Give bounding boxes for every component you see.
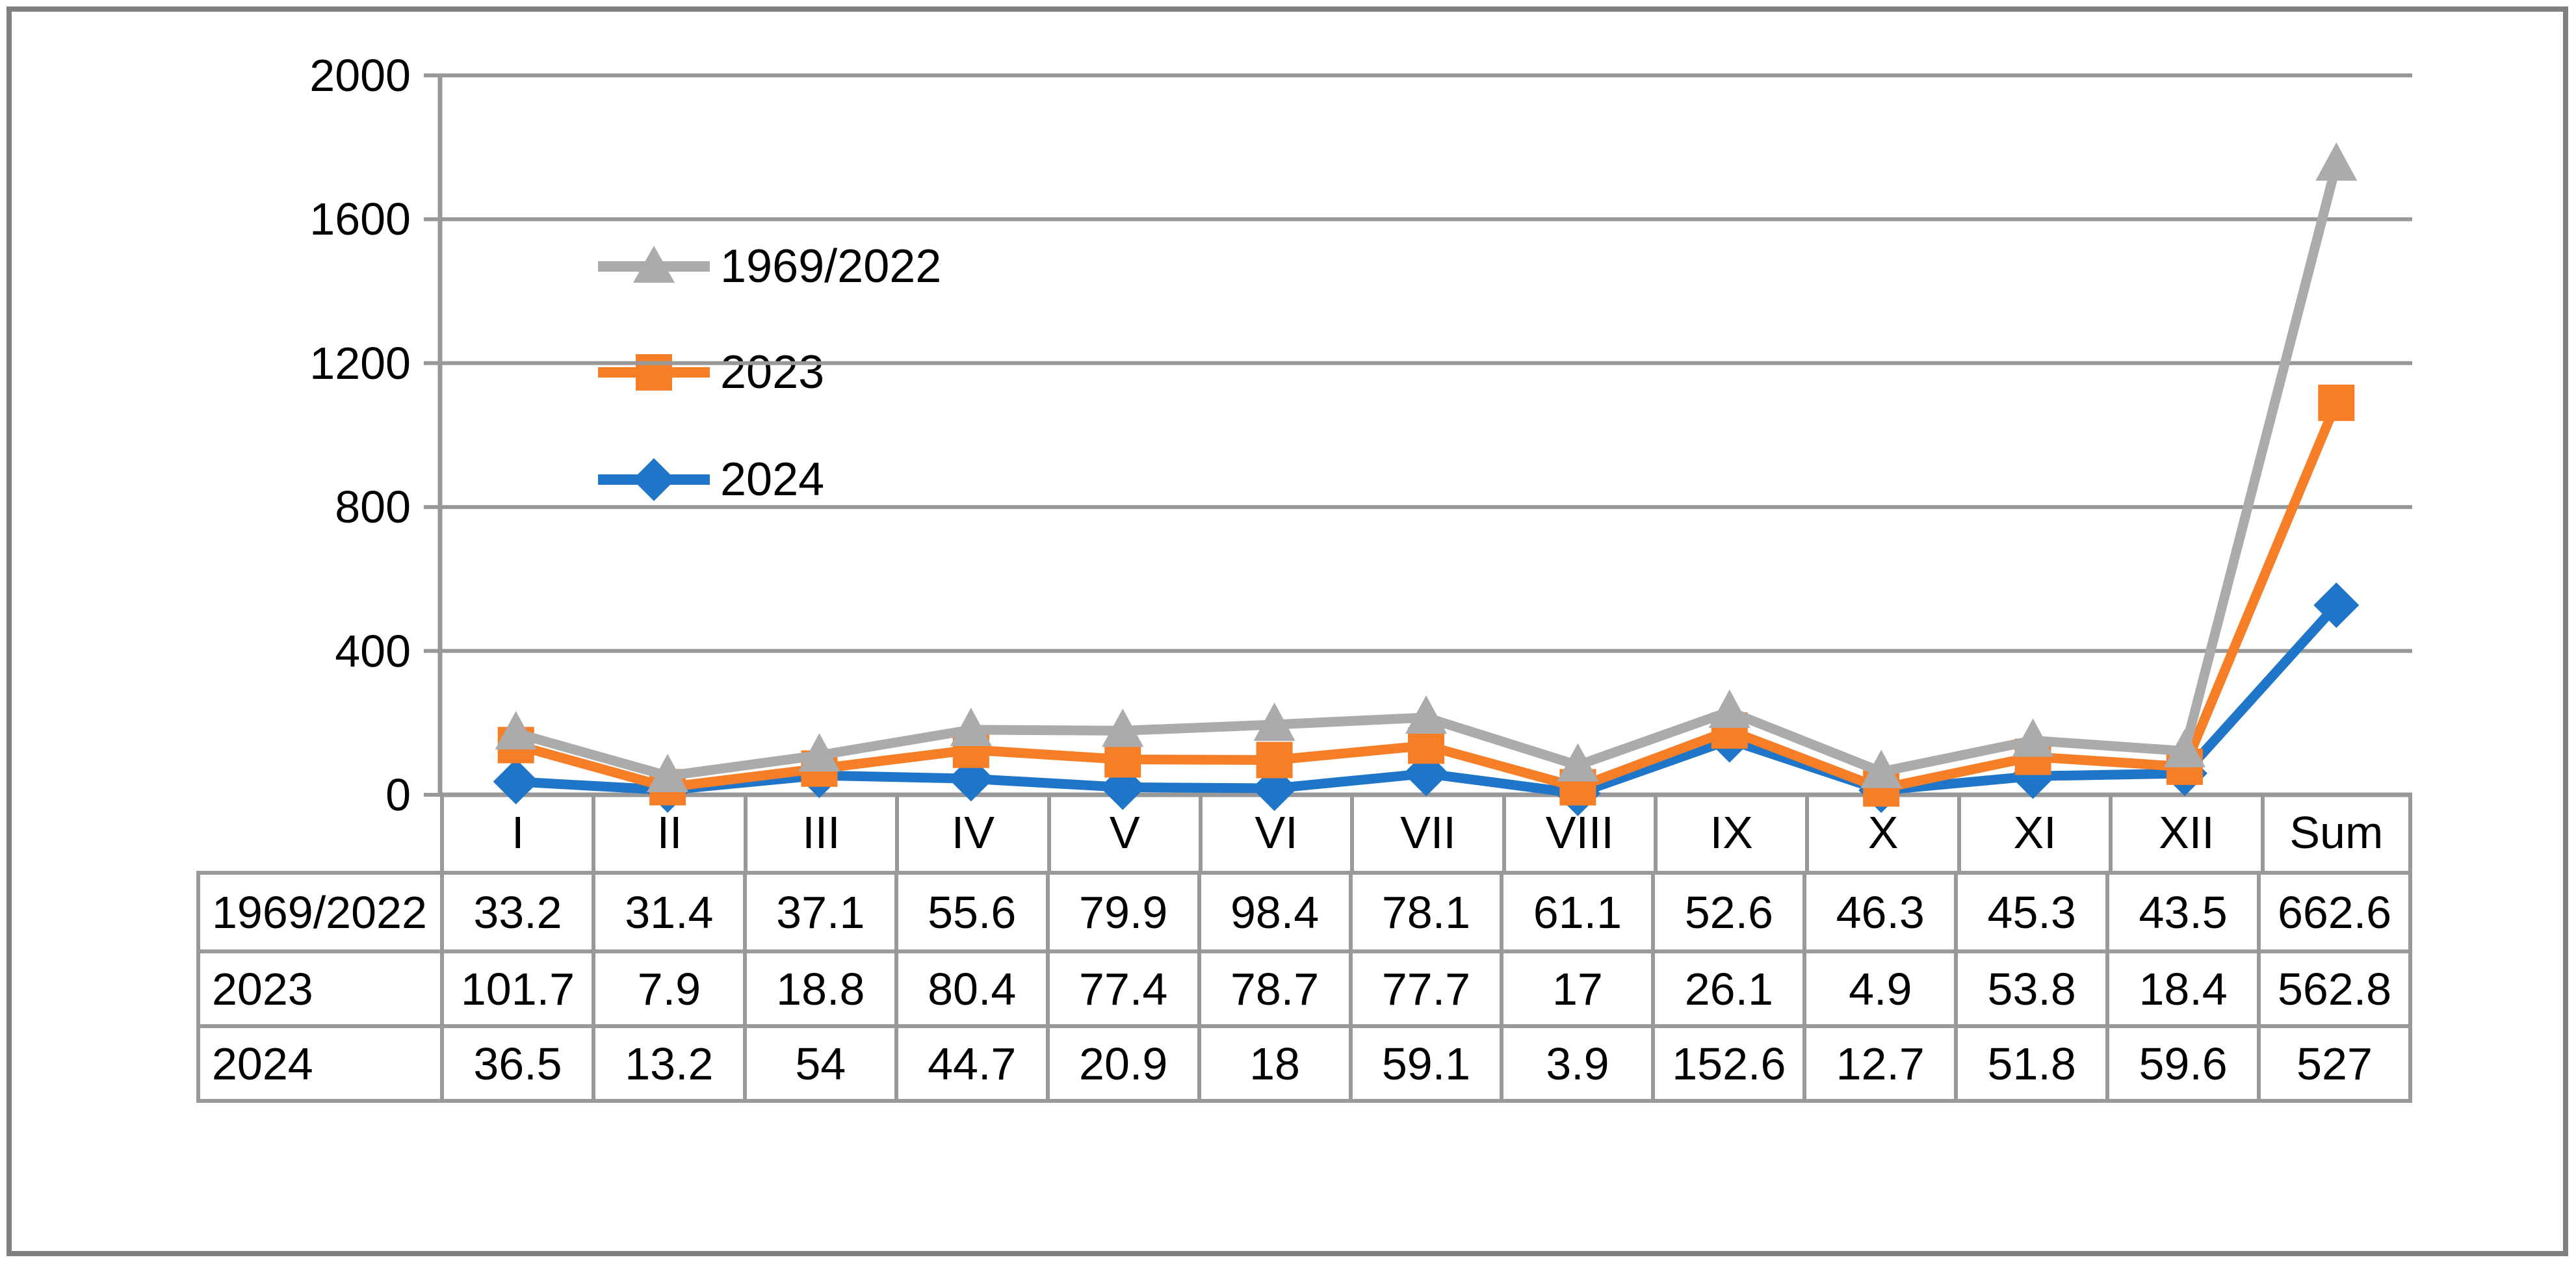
category-header-X: X (1805, 797, 1957, 871)
table-cell-1969/2022-XI: 45.3 (1954, 875, 2105, 949)
table-cell-2023-XII: 18.4 (2105, 949, 2257, 1024)
table-cell-2024-VII: 59.1 (1348, 1024, 1500, 1099)
category-header-VI: VI (1198, 797, 1350, 871)
table-cell-2024-IX: 152.6 (1651, 1024, 1803, 1099)
table-cell-2023-IV: 80.4 (894, 949, 1046, 1024)
category-header-VII: VII (1350, 797, 1502, 871)
category-header-Sum: Sum (2260, 797, 2412, 871)
table-cell-2024-I: 36.5 (440, 1024, 592, 1099)
table-cell-2024-XII: 59.6 (2105, 1024, 2257, 1099)
table-cell-2024-V: 20.9 (1045, 1024, 1197, 1099)
table-cell-2023-III: 18.8 (742, 949, 894, 1024)
category-header-V: V (1047, 797, 1199, 871)
table-cell-1969/2022-I: 33.2 (440, 875, 592, 949)
legend-item-1969/2022: 1969/2022 (597, 230, 941, 303)
table-row-label-1969/2022: 1969/2022 (212, 886, 427, 938)
table-cell-2023-VI: 78.7 (1197, 949, 1349, 1024)
category-header-II: II (592, 797, 743, 871)
table-cell-2024-Sum: 527 (2257, 1024, 2408, 1099)
legend-label: 2023 (720, 346, 825, 398)
table-cell-2024-VI: 18 (1197, 1024, 1349, 1099)
table-cell-1969/2022-IV: 55.6 (894, 875, 1046, 949)
table-cell-1969/2022-VII: 78.1 (1348, 875, 1500, 949)
category-header-XII: XII (2109, 797, 2260, 871)
table-cell-1969/2022-X: 46.3 (1802, 875, 1954, 949)
legend-item-2023: 2023 (597, 336, 824, 409)
category-header-XI: XI (1957, 797, 2109, 871)
table-cell-2024-XI: 51.8 (1954, 1024, 2106, 1099)
y-axis-label-0: 0 (385, 769, 411, 820)
y-axis-label-400: 400 (335, 625, 411, 677)
legend-key-diamond-icon (598, 458, 710, 501)
y-axis-label-1200: 1200 (309, 337, 411, 389)
table-cell-1969/2022-VIII: 61.1 (1500, 875, 1651, 949)
category-header-I: I (440, 797, 592, 871)
table-cell-2023-XI: 53.8 (1954, 949, 2106, 1024)
table-row-label-2024: 2024 (200, 1024, 440, 1099)
table-cell-2023-X: 4.9 (1802, 949, 1955, 1024)
legend-label: 2024 (720, 454, 825, 506)
legend-key-square-icon (598, 354, 710, 391)
figure-border (7, 6, 2568, 1256)
table-cell-2024-III: 54 (742, 1024, 894, 1099)
table-cell-1969/2022-II: 31.4 (591, 875, 743, 949)
category-header-IV: IV (895, 797, 1047, 871)
legend-key-triangle-icon (598, 246, 710, 283)
table-cell-2023-VII: 77.7 (1348, 949, 1500, 1024)
table-cell-2023-V: 77.4 (1045, 949, 1197, 1024)
table-cell-1969/2022-VI: 98.4 (1197, 875, 1349, 949)
table-cell-2024-IV: 44.7 (894, 1024, 1046, 1099)
table-cell-2024-X: 12.7 (1802, 1024, 1955, 1099)
y-axis-label-1600: 1600 (309, 194, 411, 245)
table-cell-2023-I: 101.7 (440, 949, 592, 1024)
category-header-III: III (743, 797, 895, 871)
chart-data-table: 1969/2022 33.2 31.4 37.1 55.6 79.9 98.4 78.1 61.… (196, 871, 2412, 1103)
table-cell-1969/2022-V: 79.9 (1045, 875, 1197, 949)
table-cell-2023-II: 7.9 (591, 949, 743, 1024)
table-cell-2023-IX: 26.1 (1651, 949, 1803, 1024)
table-cell-1969/2022-XII: 43.5 (2105, 875, 2257, 949)
legend-label: 1969/2022 (720, 240, 942, 292)
category-header-IX: IX (1654, 797, 1805, 871)
y-axis-label-800: 800 (335, 482, 411, 533)
table-cell-1969/2022-IX: 52.6 (1651, 875, 1802, 949)
table-cell-2024-VIII: 3.9 (1500, 1024, 1652, 1099)
table-cell-2023-Sum: 562.8 (2257, 949, 2408, 1024)
table-cell-2023-VIII: 17 (1500, 949, 1652, 1024)
table-cell-2024-II: 13.2 (591, 1024, 743, 1099)
table-cell-1969/2022-III: 37.1 (742, 875, 894, 949)
y-axis-label-2000: 2000 (309, 50, 411, 101)
table-row-label-2023: 2023 (200, 949, 440, 1024)
category-header-VIII: VIII (1502, 797, 1654, 871)
table-cell-1969/2022-Sum: 662.6 (2257, 875, 2408, 949)
legend-item-2024: 2024 (597, 443, 824, 516)
